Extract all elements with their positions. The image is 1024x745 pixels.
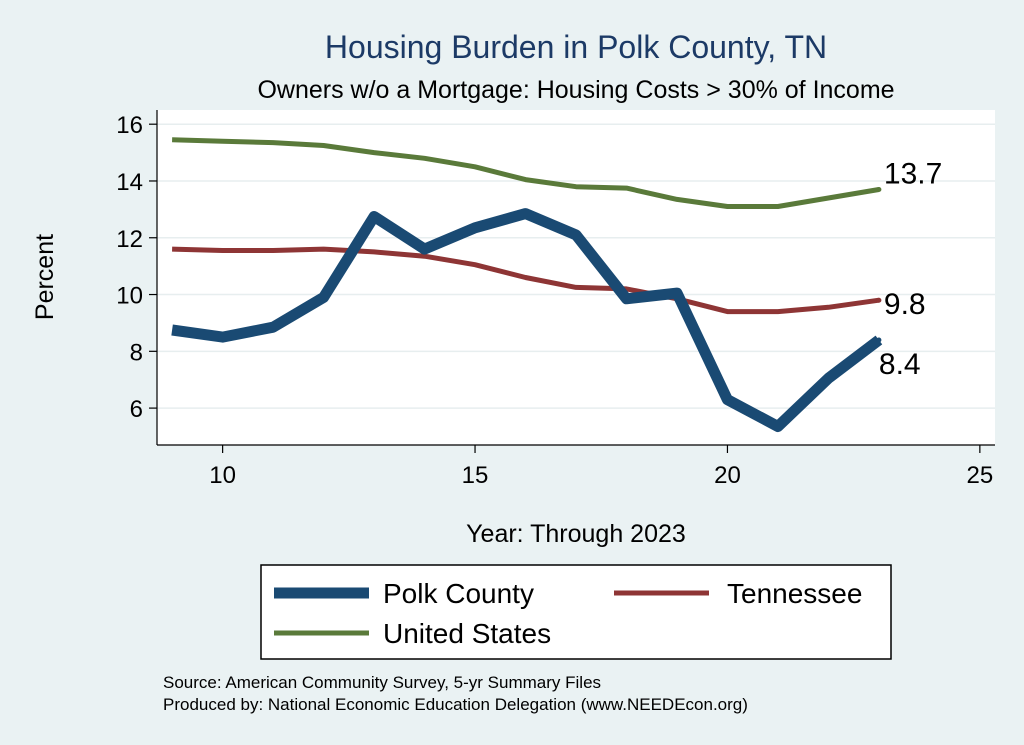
grid [157, 123, 995, 409]
series-lines [171, 137, 883, 432]
chart-subtitle: Owners w/o a Mortgage: Housing Costs > 3… [257, 76, 894, 104]
x-tick-label: 25 [967, 462, 994, 489]
series-line-polk-county [171, 208, 883, 432]
series-line-united-states [172, 137, 880, 209]
end-point-polk-county [876, 337, 882, 343]
x-tick-label: 15 [462, 462, 489, 489]
legend-label-polk-county: Polk County [383, 578, 534, 609]
end-label-tennessee: 9.8 [884, 288, 926, 321]
legend-label-united-states: United States [383, 618, 551, 649]
y-tick-label: 12 [116, 226, 143, 253]
y-tick-label: 10 [116, 283, 143, 310]
x-tick-label: 10 [209, 462, 236, 489]
end-point-united-states [876, 186, 882, 192]
legend-label-tennessee: Tennessee [727, 578, 862, 609]
chart-title: Housing Burden in Polk County, TN [325, 29, 827, 65]
y-axis-label: Percent [31, 234, 59, 320]
y-tick-label: 6 [130, 396, 143, 423]
plot-area [157, 110, 995, 445]
x-axis-label: Year: Through 2023 [466, 520, 686, 548]
axes: 6 8 10 12 14 16 10 15 20 25 [116, 110, 995, 489]
source-line-1: Source: American Community Survey, 5-yr … [163, 673, 601, 692]
legend: Polk County Tennessee United States [260, 564, 892, 660]
y-tick-label: 16 [116, 112, 143, 139]
end-point-tennessee [876, 297, 882, 303]
end-label-polk-county: 8.4 [879, 348, 921, 381]
end-label-united-states: 13.7 [884, 157, 942, 190]
x-tick-label: 20 [714, 462, 741, 489]
legend-box [260, 564, 892, 660]
y-tick-label: 8 [130, 339, 143, 366]
end-labels: 13.7 9.8 8.4 [879, 157, 942, 380]
source-line-2: Produced by: National Economic Education… [163, 695, 748, 714]
y-tick-label: 14 [116, 169, 143, 196]
series-line-tennessee [172, 246, 880, 315]
